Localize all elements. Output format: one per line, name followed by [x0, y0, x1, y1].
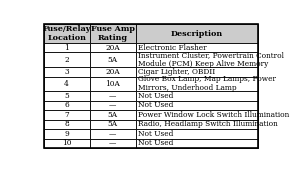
Text: 5A: 5A — [108, 111, 118, 119]
Bar — [136, 101, 258, 110]
Text: Cigar Lighter, OBDII: Cigar Lighter, OBDII — [138, 68, 215, 76]
Text: Not Used: Not Used — [138, 130, 173, 138]
Text: Glove Box Lamp, Map Lamps, Power
Mirrors, Underhood Lamp: Glove Box Lamp, Map Lamps, Power Mirrors… — [138, 75, 275, 92]
Bar — [90, 91, 136, 101]
Bar — [44, 52, 90, 67]
Text: 7: 7 — [64, 111, 69, 119]
Text: 5: 5 — [64, 92, 69, 100]
Text: 9: 9 — [64, 130, 69, 138]
Bar — [90, 43, 136, 52]
Text: Electronic Flasher: Electronic Flasher — [138, 44, 206, 52]
Text: 2: 2 — [64, 56, 69, 64]
Text: 20A: 20A — [105, 68, 120, 76]
Bar — [44, 67, 90, 76]
Text: —: — — [109, 140, 116, 147]
Text: Power Window Lock Switch Illumination: Power Window Lock Switch Illumination — [138, 111, 289, 119]
Bar — [90, 67, 136, 76]
Bar — [44, 129, 90, 139]
Bar — [136, 139, 258, 148]
Text: 3: 3 — [64, 68, 69, 76]
Text: Not Used: Not Used — [138, 140, 173, 147]
Bar — [44, 139, 90, 148]
Bar — [90, 76, 136, 91]
Text: 10A: 10A — [105, 80, 120, 88]
Bar — [136, 129, 258, 139]
Bar — [90, 110, 136, 120]
Text: Not Used: Not Used — [138, 92, 173, 100]
Bar — [44, 120, 90, 129]
Bar — [44, 43, 90, 52]
Text: —: — — [109, 101, 116, 109]
Bar — [90, 52, 136, 67]
Bar — [44, 101, 90, 110]
Text: 1: 1 — [64, 44, 69, 52]
Bar — [44, 24, 90, 43]
Text: 5A: 5A — [108, 120, 118, 128]
Text: Radio, Headlamp Switch Illumination: Radio, Headlamp Switch Illumination — [138, 120, 277, 128]
Text: 5A: 5A — [108, 56, 118, 64]
Text: —: — — [109, 92, 116, 100]
Bar — [136, 120, 258, 129]
Bar — [90, 139, 136, 148]
Bar — [136, 67, 258, 76]
Bar — [136, 52, 258, 67]
Text: 8: 8 — [64, 120, 69, 128]
Bar — [44, 91, 90, 101]
Bar — [136, 110, 258, 120]
Bar — [44, 110, 90, 120]
Bar — [44, 76, 90, 91]
Bar — [136, 91, 258, 101]
Text: 20A: 20A — [105, 44, 120, 52]
Text: Description: Description — [171, 30, 223, 38]
Bar — [136, 24, 258, 43]
Bar — [90, 24, 136, 43]
Text: —: — — [109, 130, 116, 138]
Bar — [90, 120, 136, 129]
Text: 4: 4 — [64, 80, 69, 88]
Text: Fuse Amp
Rating: Fuse Amp Rating — [91, 25, 135, 42]
Text: Not Used: Not Used — [138, 101, 173, 109]
Bar — [136, 43, 258, 52]
Bar — [136, 76, 258, 91]
Bar — [90, 101, 136, 110]
Text: 6: 6 — [64, 101, 69, 109]
Text: 10: 10 — [62, 140, 71, 147]
Text: Instrument Cluster, Powertrain Control
Module (PCM) Keep Alive Memory: Instrument Cluster, Powertrain Control M… — [138, 51, 283, 68]
Bar — [90, 129, 136, 139]
Text: Fuse/Relay
Location: Fuse/Relay Location — [42, 25, 91, 42]
